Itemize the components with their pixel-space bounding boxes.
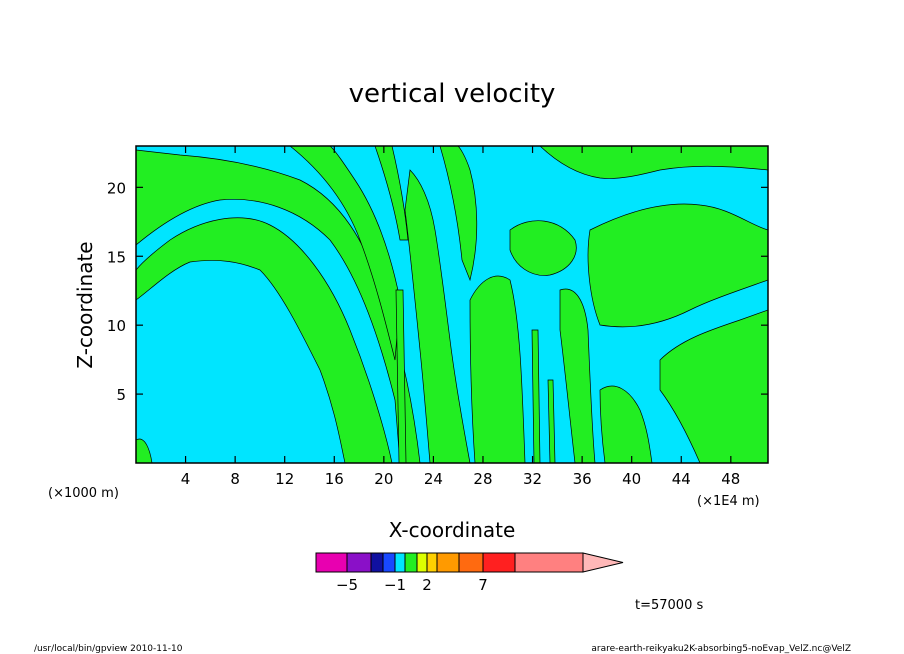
x-tick-label: 44	[672, 470, 691, 488]
colorbar-segment	[382, 552, 396, 573]
contour-region	[587, 203, 768, 328]
contour-region	[539, 146, 768, 179]
contour-region	[559, 288, 596, 463]
x-tick-label: 12	[275, 470, 294, 488]
x-axis-label: X-coordinate	[389, 518, 516, 542]
colorbar-label: 7	[478, 576, 488, 594]
footer-left: /usr/local/bin/gpview 2010-11-10	[34, 644, 183, 654]
colorbar: −5 −1 2 7	[315, 552, 624, 594]
contour-region	[289, 146, 401, 361]
y-tick-label: 10	[107, 317, 126, 335]
colorbar-segment	[370, 552, 384, 573]
colorbar-segment	[315, 552, 348, 573]
colorbar-segment	[482, 552, 516, 573]
y-tick-label: 5	[116, 386, 126, 404]
colorbar-segment	[404, 552, 418, 573]
contour-region	[531, 329, 541, 463]
x-tick-label: 8	[230, 470, 240, 488]
x-axis-ticks: 4 8 12 16 20 24 28 32 36 40 44 48	[181, 146, 740, 488]
y-tick-label: 15	[107, 248, 126, 266]
x-tick-label: 16	[325, 470, 344, 488]
colorbar-segment	[458, 552, 484, 573]
colorbar-label: −5	[336, 576, 358, 594]
x-tick-label: 24	[424, 470, 443, 488]
contour-region	[599, 385, 653, 463]
contour-region	[374, 146, 409, 241]
x-tick-label: 40	[622, 470, 641, 488]
colorbar-segment	[416, 552, 428, 573]
y-axis-ticks: 5 10 15 20	[107, 179, 768, 404]
contour-region	[509, 220, 577, 276]
colorbar-segment	[514, 552, 584, 573]
colorbar-segment	[426, 552, 438, 573]
x-tick-label: 20	[374, 470, 393, 488]
time-label: t=57000 s	[635, 598, 703, 613]
colorbar-segment	[436, 552, 460, 573]
colorbar-segment	[346, 552, 372, 573]
x-tick-label: 48	[721, 470, 740, 488]
x-tick-label: 36	[573, 470, 592, 488]
contour-region	[395, 289, 407, 463]
contour-fill-group	[136, 146, 768, 463]
y-tick-label: 20	[107, 179, 126, 197]
x-unit-right: (×1E4 m)	[697, 494, 760, 509]
x-tick-label: 4	[181, 470, 191, 488]
colorbar-label: 2	[422, 576, 432, 594]
chart-title: vertical velocity	[349, 79, 556, 109]
x-tick-label: 32	[523, 470, 542, 488]
plot-frame	[135, 145, 769, 464]
contour-region	[439, 146, 478, 282]
contour-region	[469, 275, 526, 463]
colorbar-extend-triangle	[582, 552, 624, 573]
y-axis-label: Z-coordinate	[73, 241, 97, 368]
contour-region	[136, 438, 153, 463]
footer-right: arare-earth-reikyaku2K-absorbing5-noEvap…	[591, 644, 851, 654]
x-tick-label: 28	[473, 470, 492, 488]
colorbar-label: −1	[384, 576, 406, 594]
contour-region	[659, 309, 768, 463]
x-unit-left: (×1000 m)	[48, 486, 119, 501]
colorbar-segment	[394, 552, 406, 573]
contour-region	[404, 169, 471, 463]
contour-region	[547, 379, 556, 463]
contour-region	[136, 217, 393, 463]
